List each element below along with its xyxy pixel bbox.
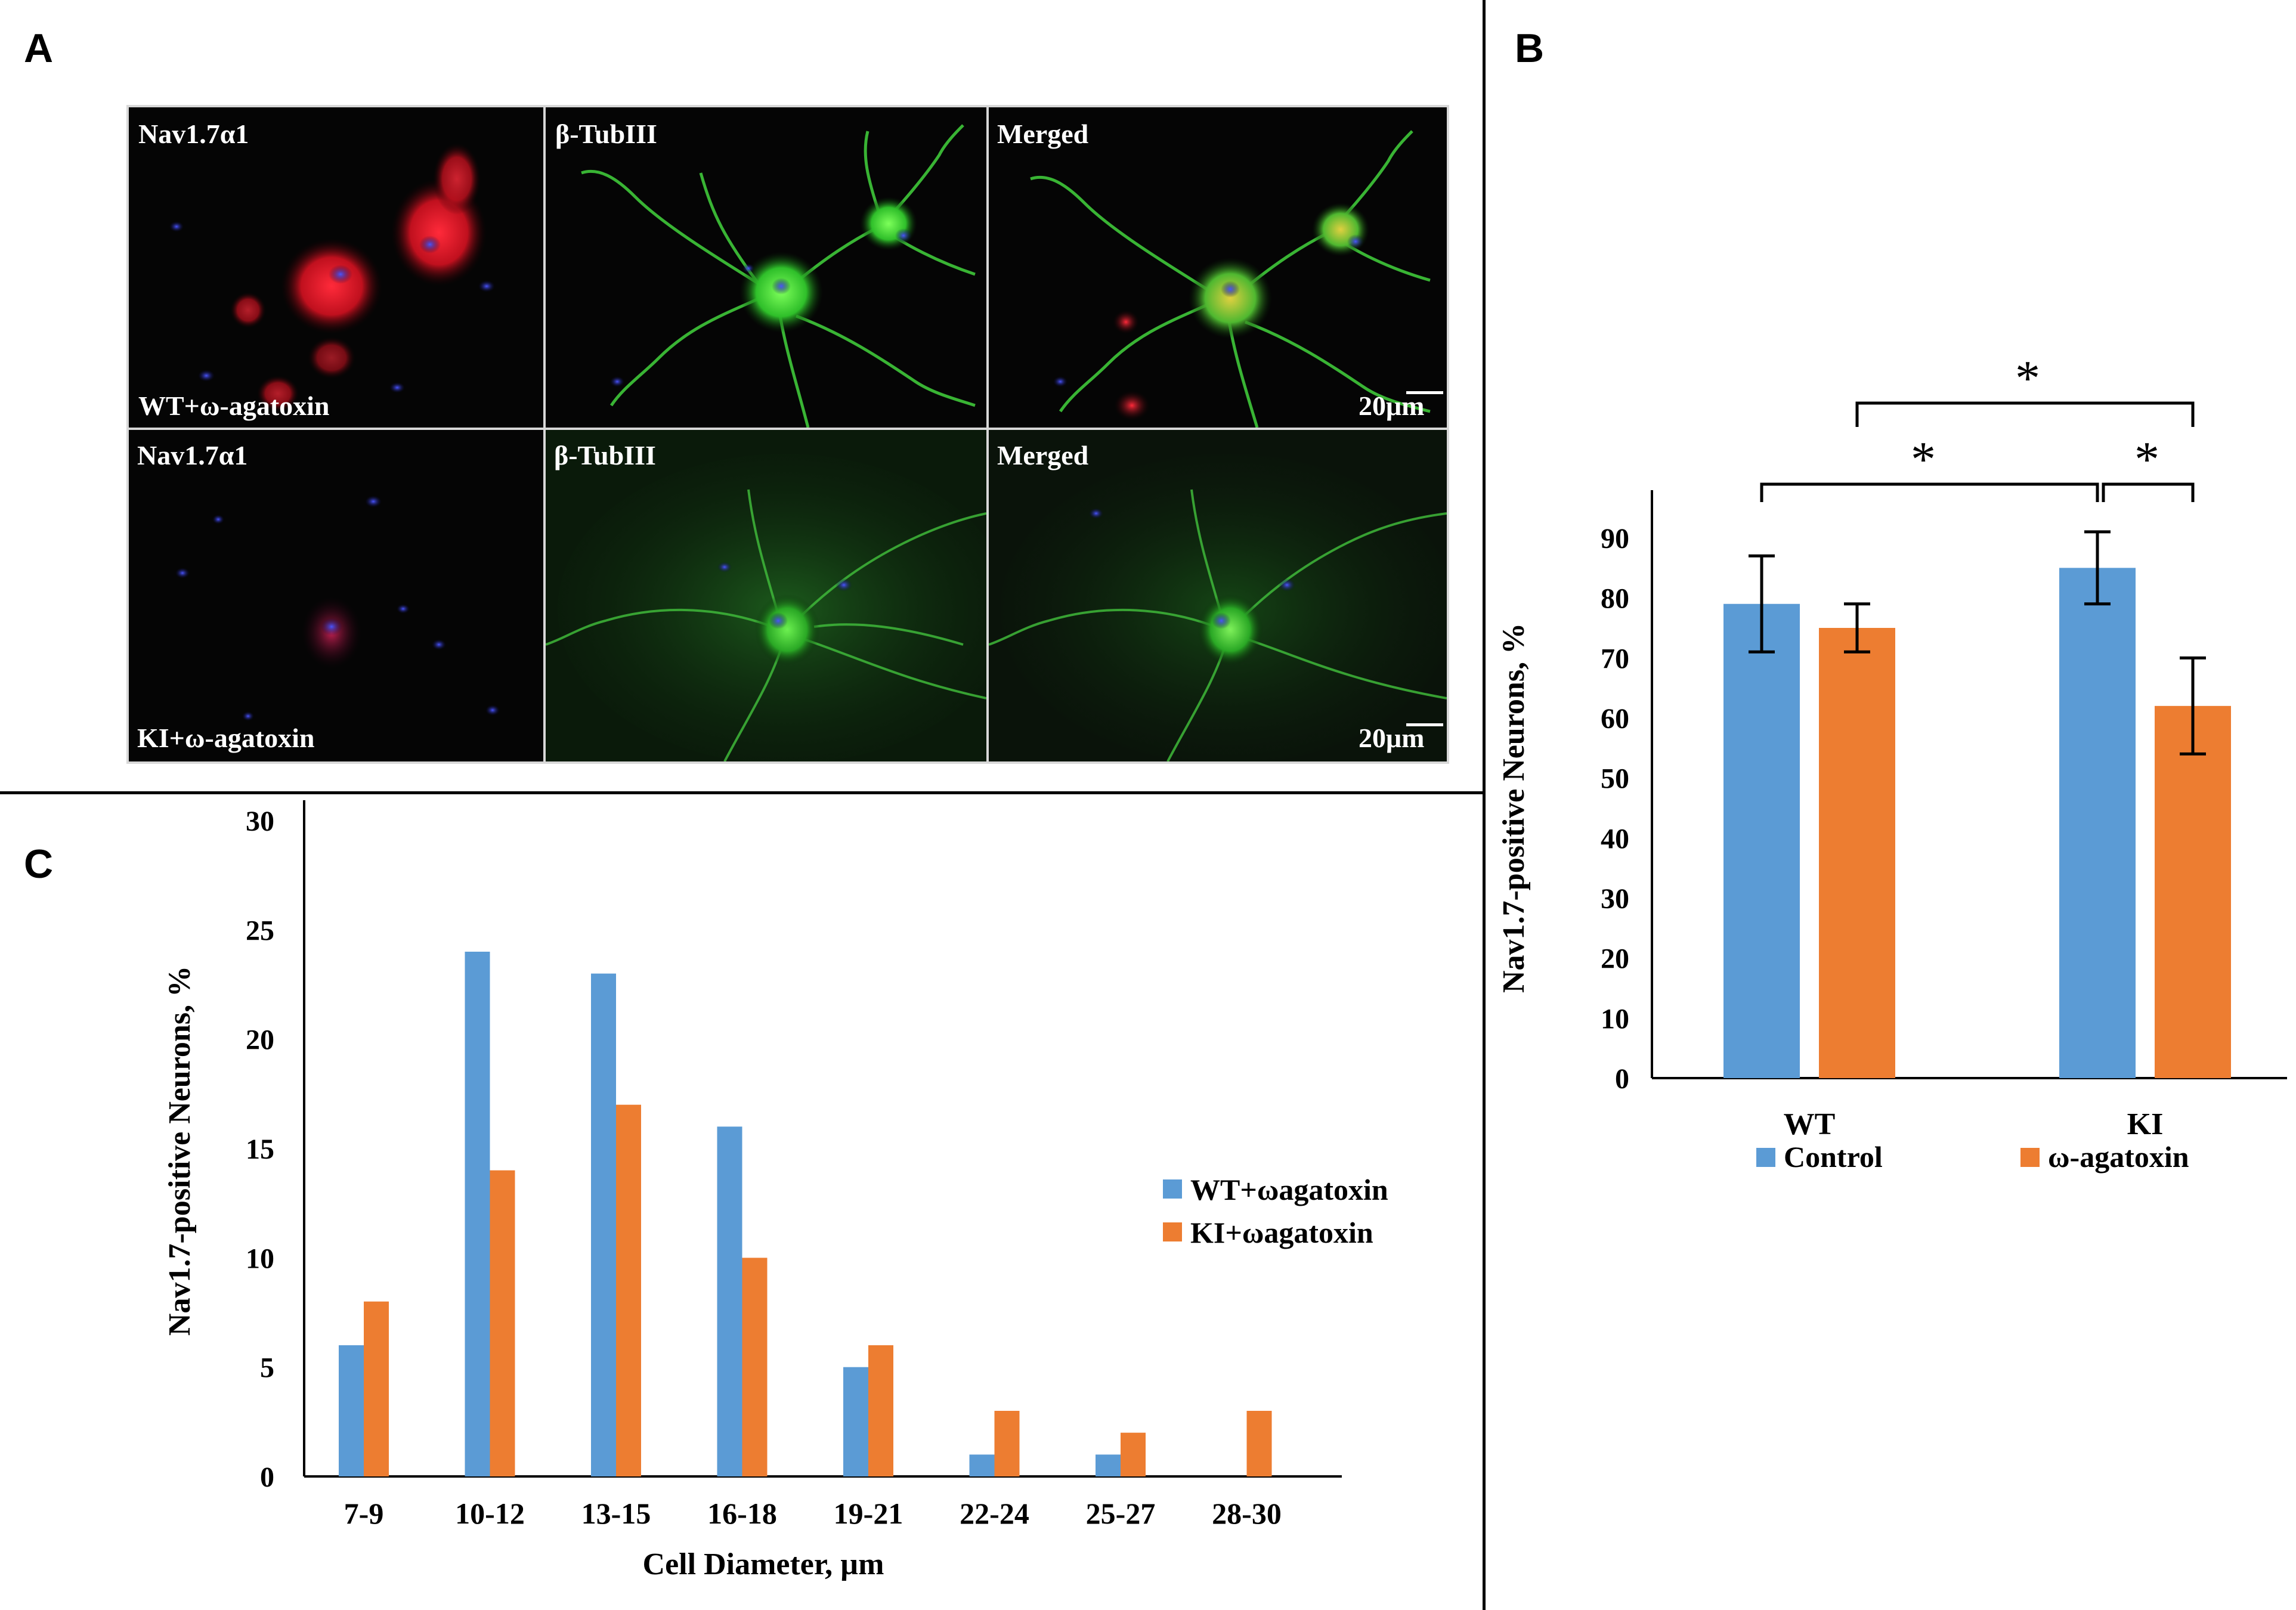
scale-bar-row2: [1406, 723, 1443, 726]
chart-b-error-bar: [2084, 530, 2111, 606]
chart-b-legend-swatch: [1756, 1148, 1775, 1167]
chart-c-bar: [1121, 1432, 1146, 1476]
chart-c-category-label: 10-12: [455, 1497, 525, 1530]
tubiii-label: β-TubIII: [555, 119, 657, 149]
chart-c-y-tick-label: 15: [246, 1134, 274, 1165]
chart-b-legend-label: ω-agatoxin: [2048, 1140, 2189, 1174]
merged-label: Merged: [997, 119, 1089, 149]
chart-b-y-tick-label: 90: [1601, 523, 1629, 555]
chart-b-legend-label: Control: [1784, 1140, 1883, 1174]
chart-c-bar: [364, 1301, 389, 1476]
chart-b-significance-bracket: [1855, 401, 2195, 427]
chart-c-bar: [742, 1258, 768, 1476]
micrograph-ki-tubiii: β-TubIII: [546, 430, 986, 761]
chart-c-y-tick-label: 30: [246, 806, 274, 837]
chart-c-y-tick-label: 5: [260, 1352, 274, 1384]
chart-b-y-tick-label: 10: [1601, 1003, 1629, 1035]
chart-c-bar: [490, 1170, 515, 1476]
micrograph-ki-merged-image: [989, 454, 1447, 761]
chart-c-legend-label: KI+ωagatoxin: [1190, 1216, 1373, 1249]
chart-b-significance-star: *: [2134, 432, 2159, 487]
micrograph-wt-nav17: Nav1.7α1 WT+ω-agatoxin: [129, 107, 543, 428]
chart-c-bar: [969, 1454, 995, 1476]
chart-b-error-bar: [1749, 554, 1775, 654]
chart-b-significance-star: *: [1911, 432, 1936, 487]
chart-c-y-tick-label: 20: [246, 1024, 274, 1056]
chart-c-category-label: 19-21: [834, 1497, 903, 1530]
chart-b-error-bar: [2180, 656, 2206, 756]
panel-a-letter: A: [24, 26, 54, 71]
chart-b-y-tick-label: 40: [1601, 823, 1629, 854]
micrograph-ki-nav17: Nav1.7α1 KI+ω-agatoxin: [129, 430, 543, 761]
chart-b-bar: [2155, 705, 2231, 1078]
micrograph-wt-merged: Merged 20μm: [989, 107, 1447, 428]
chart-c-y-tick-label: 0: [260, 1462, 274, 1493]
nav17-label-row2: Nav1.7α1: [137, 440, 248, 470]
micrograph-wt-tubiii: β-TubIII: [546, 107, 986, 428]
chart-c-bar: [465, 952, 490, 1476]
chart-c-bar: [339, 1345, 364, 1476]
chart-b-y-axis-title: Nav1.7-positive Neurons, %: [1497, 623, 1531, 993]
micrograph-grid: Nav1.7α1 WT+ω-agatoxin: [126, 105, 1449, 764]
chart-c-category-label: 28-30: [1212, 1497, 1282, 1530]
chart-c-legend-label: WT+ωagatoxin: [1190, 1173, 1388, 1206]
chart-c-bar: [616, 1104, 641, 1476]
chart-c-category-label: 16-18: [707, 1497, 777, 1530]
chart-b-category-label: KI: [2127, 1107, 2164, 1141]
chart-c-bar: [843, 1367, 868, 1476]
chart-c-bar: [591, 973, 616, 1476]
micrograph-ki-tubiii-image: [546, 454, 986, 761]
panel-b-letter: B: [1515, 26, 1545, 71]
ki-condition-label: KI+ω-agatoxin: [137, 723, 315, 753]
chart-c-category-label: 22-24: [960, 1497, 1029, 1530]
chart-b-y-tick-label: 70: [1601, 643, 1629, 674]
vertical-divider: [1483, 0, 1486, 1610]
chart-c-y-axis-title: Nav1.7-positive Neurons, %: [163, 966, 197, 1336]
micrograph-ki-nav17-image: [175, 496, 500, 721]
micrograph-wt-merged-image: [1030, 130, 1431, 428]
micrograph-wt-tubiii-image: [581, 124, 976, 428]
chart-b-y-tick-label: 80: [1601, 583, 1629, 615]
chart-b-y-tick-label: 0: [1615, 1063, 1629, 1095]
chart-b-error-bar: [1844, 602, 1870, 654]
chart-c-bar: [994, 1411, 1020, 1476]
micrograph-ki-merged: Merged 20μm: [989, 430, 1447, 761]
wt-condition-label: WT+ω-agatoxin: [138, 391, 330, 421]
chart-b-category-label: WT: [1784, 1107, 1836, 1141]
chart-c-legend-swatch: [1163, 1222, 1182, 1241]
chart-b-y-tick-label: 60: [1601, 703, 1629, 735]
scale-label-row2: 20μm: [1359, 723, 1425, 753]
chart-b-significance-star: *: [2015, 351, 2040, 406]
chart-c-bar: [1246, 1411, 1272, 1476]
chart-b-y-tick-label: 50: [1601, 763, 1629, 795]
chart-c-bar: [717, 1126, 742, 1476]
chart-c-category-label: 13-15: [581, 1497, 651, 1530]
micrograph-wt-nav17-image: [169, 143, 495, 411]
scale-label: 20μm: [1359, 391, 1425, 421]
chart-c-category-label: 25-27: [1086, 1497, 1156, 1530]
scale-bar: [1406, 391, 1443, 394]
chart-c-legend-swatch: [1163, 1179, 1182, 1199]
chart-c-y-tick-label: 25: [246, 915, 274, 946]
chart-b-y-tick-label: 30: [1601, 883, 1629, 915]
nav17-label: Nav1.7α1: [138, 119, 249, 149]
chart-b-significance-bracket: [1760, 482, 2099, 502]
horizontal-divider: [0, 791, 1484, 794]
chart-b-bar: [1723, 603, 1800, 1078]
chart-c-category-label: 7-9: [344, 1497, 384, 1530]
chart-c-bar: [1096, 1454, 1121, 1476]
chart-c: 0 5 10 15 20 25 30 Nav1.7-positive Neurons, % 7-…: [163, 800, 1388, 1581]
panel-c-letter: C: [24, 841, 54, 887]
chart-c-y-tick-label: 10: [246, 1243, 274, 1274]
chart-b-y-tick-label: 20: [1601, 943, 1629, 975]
chart-b-bar: [1819, 628, 1895, 1078]
chart-c-x-axis-title: Cell Diameter, µm: [643, 1547, 884, 1581]
chart-b-legend-swatch: [2020, 1148, 2040, 1167]
chart-b: 0 10 20 30 40 50 60 70 80 90 Nav1.7-positive Neuro…: [1497, 351, 2287, 1174]
chart-b-bar: [2059, 568, 2136, 1078]
chart-b-significance-bracket: [2102, 482, 2195, 502]
tubiii-label-row2: β-TubIII: [554, 440, 656, 470]
merged-label-row2: Merged: [997, 440, 1089, 470]
chart-c-bar: [868, 1345, 893, 1476]
